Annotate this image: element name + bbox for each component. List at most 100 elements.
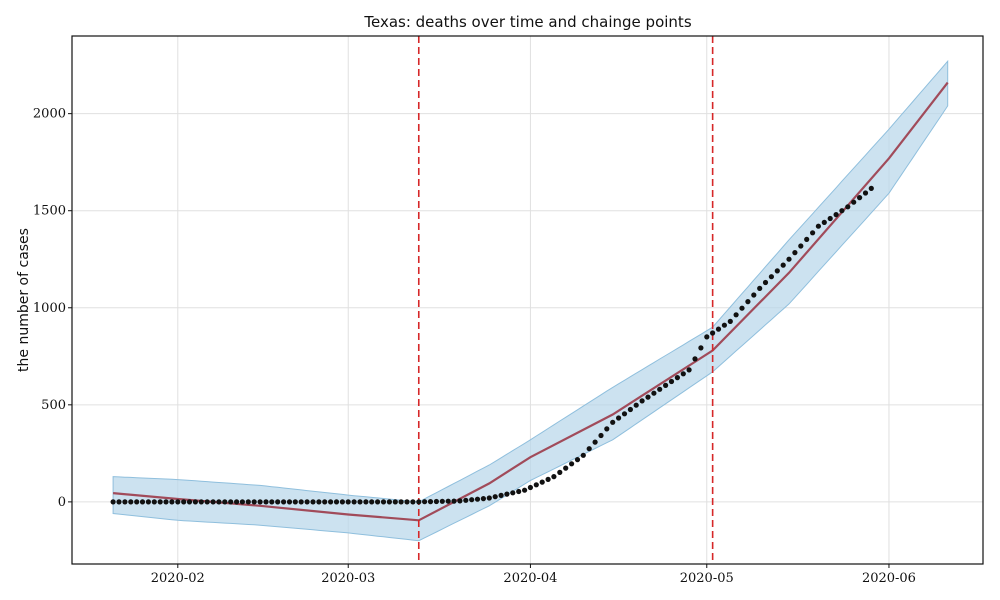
observed-point [598, 432, 604, 439]
observed-point [416, 499, 422, 505]
observed-point [821, 219, 827, 225]
y-tick-label: 500 [41, 398, 66, 413]
observed-point [804, 236, 810, 242]
observed-point [439, 498, 445, 504]
observed-point [328, 499, 334, 505]
y-axis-ticks: 0 500 1000 1500 2000 [33, 107, 72, 510]
observed-point [110, 499, 116, 505]
observed-point [257, 499, 263, 505]
observed-point [286, 499, 293, 505]
observed-point [234, 499, 240, 505]
observed-point [539, 479, 545, 485]
observed-point [445, 498, 451, 504]
observed-point [198, 499, 204, 505]
observed-point [181, 499, 187, 505]
observed-point [868, 185, 874, 191]
observed-point [533, 482, 539, 488]
observed-point [604, 426, 610, 432]
observed-point [833, 212, 839, 218]
observed-point [386, 499, 392, 505]
observed-point [480, 496, 486, 502]
observed-point [410, 499, 416, 505]
observed-point [557, 469, 563, 475]
y-tick-label: 2000 [33, 107, 66, 122]
observed-point [498, 492, 504, 498]
observed-point [680, 371, 686, 377]
observed-point [627, 406, 634, 413]
observed-point [739, 305, 745, 311]
observed-point [668, 378, 675, 385]
observed-point [175, 499, 181, 505]
x-tick-label: 2020-03 [321, 571, 375, 586]
observed-point [310, 499, 316, 505]
observed-point [639, 398, 645, 404]
observed-point [574, 457, 581, 463]
x-tick-label: 2020-02 [151, 571, 205, 586]
observed-point [592, 439, 598, 445]
observed-point [322, 499, 328, 505]
observed-point [139, 499, 146, 505]
observed-point [474, 496, 481, 502]
observed-point [862, 190, 869, 196]
observed-point [745, 299, 751, 305]
observed-point [380, 499, 387, 505]
uncertainty-band-area [112, 59, 949, 542]
observed-point [527, 484, 534, 491]
chart-title: Texas: deaths over time and chainge poin… [363, 13, 691, 31]
observed-point [674, 375, 681, 381]
observed-point [710, 330, 716, 336]
uncertainty-band [112, 59, 949, 542]
observed-point [316, 499, 322, 505]
observed-point [222, 499, 228, 505]
observed-point [633, 402, 639, 408]
observed-point [245, 499, 251, 505]
observed-point [369, 499, 375, 505]
observed-point [686, 367, 692, 373]
observed-point [422, 499, 428, 505]
observed-point [839, 208, 845, 214]
x-tick-label: 2020-06 [862, 571, 916, 586]
observed-point [727, 318, 733, 324]
observed-point [827, 215, 833, 222]
plot-frame [71, 35, 984, 565]
observed-point [281, 499, 287, 505]
observed-point [616, 415, 622, 421]
observed-point [645, 394, 651, 400]
x-tick-label: 2020-05 [680, 571, 734, 586]
observed-point [715, 326, 722, 332]
observed-point [733, 312, 739, 318]
observed-point [163, 499, 169, 505]
observed-point [798, 243, 804, 249]
observed-point [269, 499, 275, 505]
y-tick-label: 1000 [33, 301, 66, 316]
observed-point [651, 390, 657, 396]
observed-point [186, 499, 193, 505]
observed-point [463, 497, 469, 503]
trend-series-line [113, 81, 949, 522]
observed-point [427, 499, 434, 505]
observed-point [780, 262, 786, 268]
observed-point [516, 488, 522, 495]
observed-point [304, 499, 310, 505]
observed-point [586, 446, 592, 452]
observed-point [786, 256, 792, 262]
observed-point [251, 499, 257, 505]
observed-point [169, 499, 175, 505]
observed-point [404, 499, 410, 505]
observed-point [134, 499, 140, 505]
observed-point [339, 499, 345, 505]
observed-point [204, 499, 210, 505]
observed-point [522, 487, 528, 493]
y-tick-label: 0 [58, 495, 66, 510]
observed-point [774, 268, 780, 274]
observed-point [357, 499, 363, 505]
observed-point [351, 499, 357, 505]
observed-point [698, 345, 704, 351]
observed-point [469, 497, 475, 503]
changepoints [417, 36, 714, 564]
observed-point [751, 292, 757, 298]
observed-points [110, 185, 874, 505]
observed-point [851, 199, 857, 205]
observed-point [768, 274, 775, 280]
